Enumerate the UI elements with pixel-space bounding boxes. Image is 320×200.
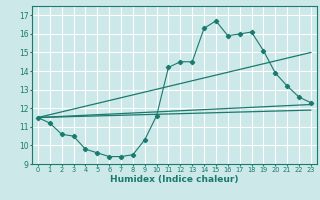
X-axis label: Humidex (Indice chaleur): Humidex (Indice chaleur) — [110, 175, 239, 184]
